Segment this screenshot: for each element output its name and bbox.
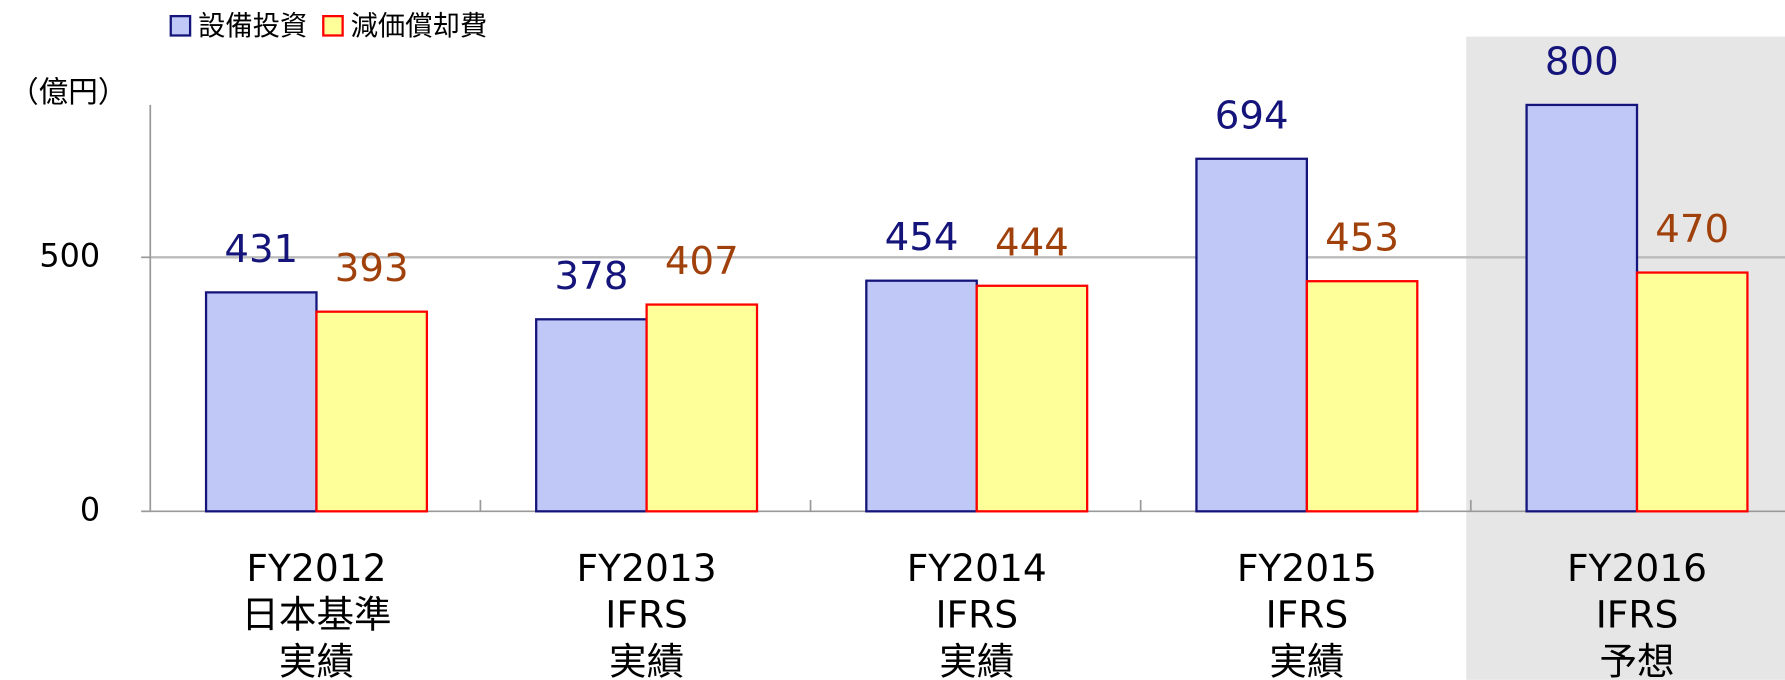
x-tick-label: FY2015 — [1237, 546, 1377, 590]
x-tick-label: 実績 — [609, 639, 684, 680]
x-tick-label: FY2014 — [907, 546, 1047, 590]
value-label: 431 — [224, 227, 298, 272]
value-label: 407 — [665, 239, 739, 284]
bar — [975, 284, 1089, 513]
x-tick-label: IFRS — [1266, 593, 1349, 637]
legend-label: 減価償却費 — [351, 11, 488, 42]
y-tick-label: 500 — [39, 236, 100, 274]
legend-swatch — [169, 14, 192, 37]
bar — [1195, 157, 1309, 513]
x-tick-label: FY2013 — [577, 546, 717, 590]
value-label: 453 — [1325, 216, 1399, 261]
x-tick-label: IFRS — [605, 593, 688, 637]
x-tick-label: FY2012 — [246, 546, 386, 590]
bar — [645, 303, 759, 513]
bar — [865, 279, 978, 513]
legend-label: 設備投資 — [198, 11, 307, 42]
y-unit-label: （億円） — [9, 75, 127, 109]
legend-swatch — [322, 14, 344, 37]
value-label: 393 — [335, 246, 409, 291]
x-tick-label: FY2016 — [1567, 546, 1707, 590]
bar — [204, 291, 318, 513]
value-label: 444 — [995, 220, 1069, 265]
x-tick-label: 実績 — [1269, 639, 1344, 680]
bar — [535, 318, 648, 513]
x-tick-label: 実績 — [279, 639, 354, 680]
x-tick-label: IFRS — [1596, 593, 1679, 637]
x-tick-label: 日本基準 — [241, 593, 391, 637]
value-label: 800 — [1545, 39, 1619, 84]
x-tick-label: 実績 — [939, 639, 1014, 680]
x-tick-label: 予想 — [1599, 639, 1674, 680]
value-label: 694 — [1215, 93, 1289, 138]
value-label: 378 — [554, 254, 628, 299]
bar — [1305, 280, 1419, 513]
y-tick-label: 0 — [80, 490, 100, 528]
bar — [315, 310, 429, 513]
bar — [1525, 103, 1639, 513]
x-tick-label: IFRS — [935, 593, 1018, 637]
bar — [1635, 271, 1749, 513]
value-label: 470 — [1655, 207, 1729, 252]
value-label: 454 — [885, 215, 959, 260]
